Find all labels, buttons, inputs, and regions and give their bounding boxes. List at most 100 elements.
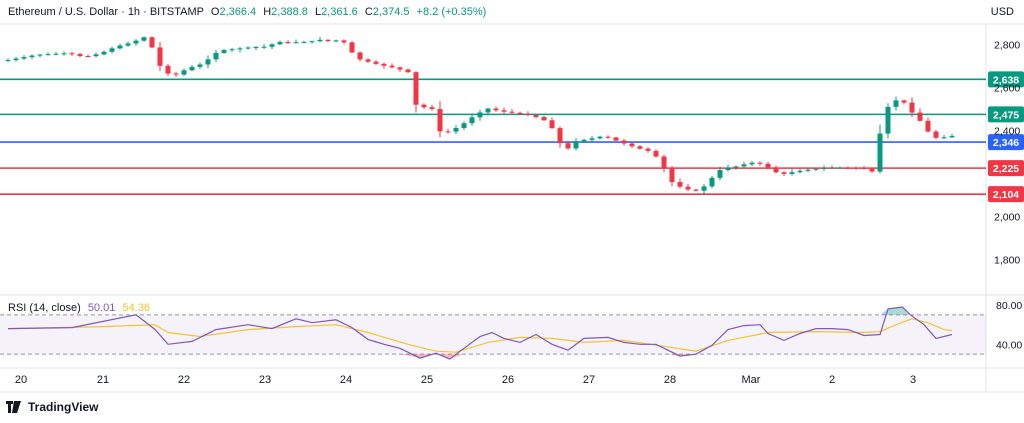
- candle-body[interactable]: [765, 163, 771, 168]
- candle-body[interactable]: [469, 117, 475, 124]
- candle-body[interactable]: [653, 150, 659, 157]
- candle-body[interactable]: [805, 169, 811, 171]
- candle-body[interactable]: [861, 167, 867, 169]
- candle-body[interactable]: [749, 162, 755, 165]
- candle-body[interactable]: [357, 52, 363, 60]
- candle-body[interactable]: [917, 112, 923, 121]
- candle-body[interactable]: [213, 52, 219, 60]
- candle-body[interactable]: [437, 109, 443, 132]
- candle-body[interactable]: [797, 170, 803, 173]
- candle-body[interactable]: [941, 137, 947, 139]
- candle-body[interactable]: [685, 186, 691, 190]
- candle-body[interactable]: [869, 168, 875, 172]
- candle-body[interactable]: [845, 167, 851, 169]
- candle-body[interactable]: [533, 114, 539, 118]
- candle-body[interactable]: [541, 117, 547, 121]
- time-axis[interactable]: 20 21 22 23 24 25 26 27 28 Mar 2 3: [15, 374, 916, 386]
- candle-body[interactable]: [37, 54, 43, 56]
- currency-button[interactable]: USD: [990, 6, 1014, 18]
- candle-body[interactable]: [493, 108, 499, 111]
- candle-body[interactable]: [781, 172, 787, 174]
- candle-body[interactable]: [773, 167, 779, 173]
- candle-body[interactable]: [277, 42, 283, 45]
- candle-body[interactable]: [45, 54, 51, 56]
- candle-body[interactable]: [573, 141, 579, 149]
- candle-body[interactable]: [453, 127, 459, 132]
- candle-body[interactable]: [461, 123, 467, 128]
- candle-body[interactable]: [613, 137, 619, 141]
- candle-body[interactable]: [93, 54, 99, 57]
- candle-body[interactable]: [621, 140, 627, 144]
- candle-body[interactable]: [733, 166, 739, 168]
- candle-body[interactable]: [901, 100, 907, 103]
- candle-body[interactable]: [677, 182, 683, 187]
- candle-body[interactable]: [893, 100, 899, 107]
- candle-body[interactable]: [757, 162, 763, 164]
- candle-body[interactable]: [669, 168, 675, 183]
- candle-body[interactable]: [933, 131, 939, 138]
- candle-body[interactable]: [333, 40, 339, 42]
- candle-body[interactable]: [389, 65, 395, 68]
- candle-body[interactable]: [21, 57, 27, 59]
- candle-body[interactable]: [205, 59, 211, 65]
- candle-body[interactable]: [269, 44, 275, 47]
- candle-body[interactable]: [317, 39, 323, 42]
- candle-body[interactable]: [125, 43, 131, 46]
- candle-body[interactable]: [149, 37, 155, 48]
- candle-body[interactable]: [581, 139, 587, 142]
- candle-body[interactable]: [301, 42, 307, 44]
- candle-body[interactable]: [109, 48, 115, 52]
- level-tag[interactable]: [988, 134, 1024, 151]
- candle-body[interactable]: [429, 107, 435, 109]
- candle-body[interactable]: [909, 102, 915, 113]
- candle-body[interactable]: [61, 53, 67, 55]
- candle-body[interactable]: [821, 167, 827, 169]
- price-axis[interactable]: 2,800 2,600 2,400 2,000 1,800: [994, 40, 1020, 267]
- candle-body[interactable]: [709, 177, 715, 187]
- candle-body[interactable]: [661, 156, 667, 169]
- candle-body[interactable]: [885, 106, 891, 134]
- candle-body[interactable]: [77, 54, 83, 57]
- candle-body[interactable]: [29, 55, 35, 58]
- rsi-line[interactable]: [7, 306, 953, 360]
- rsi-pane[interactable]: 80.00 40.00: [0, 300, 1022, 360]
- candle-body[interactable]: [229, 49, 235, 51]
- candle-body[interactable]: [69, 53, 75, 55]
- candle-body[interactable]: [373, 61, 379, 64]
- rsi-legend[interactable]: RSI (14, close) 50.01 54.36: [8, 302, 150, 314]
- candle-body[interactable]: [701, 186, 707, 191]
- tradingview-brand[interactable]: TradingView: [6, 400, 98, 414]
- candle-body[interactable]: [341, 40, 347, 43]
- level-tag[interactable]: [988, 71, 1024, 88]
- candle-body[interactable]: [325, 39, 331, 41]
- candle-body[interactable]: [381, 63, 387, 66]
- candle-body[interactable]: [181, 70, 187, 75]
- horizontal-levels[interactable]: 2,638 2,475 2,346 2,225 2,104: [0, 71, 1024, 203]
- candle-body[interactable]: [221, 50, 227, 53]
- candle-body[interactable]: [157, 47, 163, 66]
- candle-body[interactable]: [645, 148, 651, 151]
- candle-body[interactable]: [725, 167, 731, 171]
- candle-body[interactable]: [101, 51, 107, 55]
- symbol-title[interactable]: Ethereum / U.S. Dollar · 1h · BITSTAMP: [8, 6, 204, 18]
- candle-body[interactable]: [853, 167, 859, 169]
- candle-body[interactable]: [485, 108, 491, 113]
- candle-body[interactable]: [741, 164, 747, 167]
- candle-body[interactable]: [285, 42, 291, 44]
- candle-body[interactable]: [5, 60, 11, 62]
- candle-body[interactable]: [509, 111, 515, 113]
- candle-body[interactable]: [197, 64, 203, 67]
- candle-body[interactable]: [133, 40, 139, 44]
- price-series[interactable]: [5, 36, 955, 194]
- candle-body[interactable]: [165, 65, 171, 74]
- candle-body[interactable]: [813, 168, 819, 170]
- candle-body[interactable]: [13, 58, 19, 61]
- candle-body[interactable]: [117, 45, 123, 49]
- candle-body[interactable]: [445, 131, 451, 133]
- candle-body[interactable]: [789, 172, 795, 174]
- candle-body[interactable]: [365, 59, 371, 62]
- candle-body[interactable]: [693, 189, 699, 191]
- candle-body[interactable]: [501, 110, 507, 112]
- candle-body[interactable]: [421, 104, 427, 108]
- candle-body[interactable]: [549, 120, 555, 129]
